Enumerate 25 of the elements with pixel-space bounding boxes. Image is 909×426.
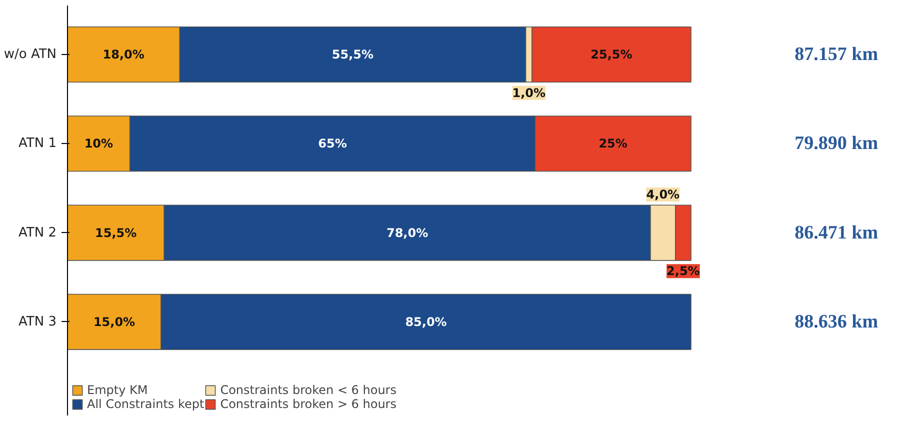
text: 87.157 km (794, 44, 878, 66)
data-label: 55,5% (332, 48, 374, 62)
data-label: 15,0% (93, 314, 136, 329)
data-label: 78,0% (386, 226, 428, 240)
data-label: 25% (598, 136, 628, 151)
data-label: 85,0% (405, 314, 447, 329)
data-label: 2,5% (666, 264, 700, 278)
legend-label: All Constraints kept (87, 397, 204, 411)
data-label: 65% (318, 136, 347, 151)
data-label: 15,5% (95, 226, 137, 240)
legend-label: Constraints broken < 6 hours (220, 383, 396, 397)
y-tick-label: ATN 3 (18, 314, 56, 330)
legend-label: Constraints broken > 6 hours (220, 397, 396, 411)
y-tick-label: w/o ATN (4, 47, 57, 62)
data-label: 4,0% (646, 187, 680, 202)
data-label: 1,0% (512, 86, 546, 100)
text: 88.636 km (794, 311, 878, 332)
legend-label: Empty KM (87, 383, 148, 397)
y-tick-label: ATN 2 (18, 225, 56, 240)
y-tick-label: ATN 1 (18, 136, 56, 152)
text: 86.471 km (794, 222, 878, 244)
text: 79.890 km (794, 133, 878, 154)
data-label: 25,5% (590, 48, 632, 62)
data-label: 18,0% (102, 48, 144, 62)
data-label: 10% (84, 136, 114, 151)
